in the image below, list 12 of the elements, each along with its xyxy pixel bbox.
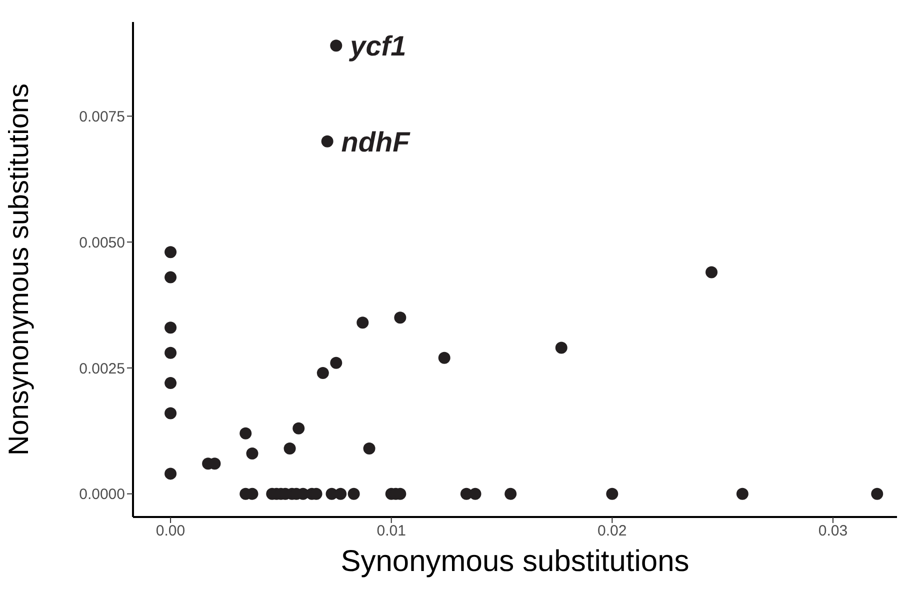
x-tick-label: 0.02 bbox=[598, 522, 627, 540]
y-tick-label: 0.0000 bbox=[79, 486, 125, 504]
y-tick-label: 0.0075 bbox=[79, 108, 125, 126]
annotation: ndhF bbox=[341, 126, 411, 158]
x-tick-label: 0.03 bbox=[818, 522, 848, 540]
y-tick-label: 0.0050 bbox=[79, 234, 125, 252]
x-tick-label: 0.01 bbox=[376, 522, 406, 540]
annotation: ycf1 bbox=[348, 30, 406, 62]
x-axis-title: Synonymous substitutions bbox=[340, 545, 690, 578]
y-tick-label: 0.0025 bbox=[79, 360, 125, 378]
y-axis-title: Nonsynonymous substitutions bbox=[2, 84, 34, 456]
x-tick-label: 0.00 bbox=[156, 522, 186, 540]
